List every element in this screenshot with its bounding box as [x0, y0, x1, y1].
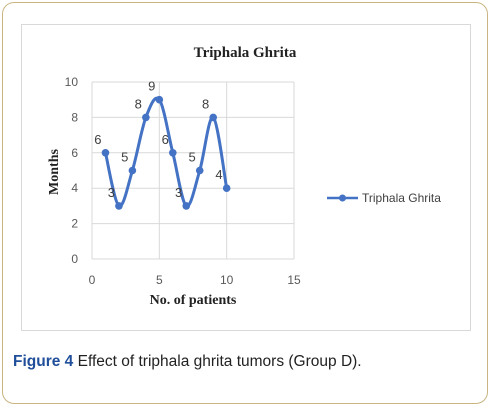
data-label: 6 [94, 132, 101, 147]
data-point [142, 113, 150, 122]
chart-title: Triphala Ghrita [194, 45, 297, 61]
y-tick-label: 0 [71, 252, 78, 266]
data-point [169, 149, 177, 157]
data-point [115, 202, 123, 210]
axis-ticks: 0 2 4 6 8 10 0 5 10 15 [65, 75, 301, 287]
data-label: 6 [162, 132, 169, 147]
gridlines [91, 81, 295, 260]
x-tick-label: 15 [287, 273, 301, 287]
data-point [209, 113, 217, 122]
data-point [182, 202, 191, 210]
data-point [222, 184, 231, 192]
y-axis-label: Months [47, 149, 62, 195]
y-tick-label: 10 [65, 75, 79, 89]
y-tick-label: 4 [71, 181, 78, 195]
figure-caption: Figure 4 Effect of triphala ghrita tumor… [13, 353, 362, 371]
x-tick-label: 10 [220, 273, 234, 287]
data-point [195, 166, 204, 175]
caption-text: Effect of triphala ghrita tumors (Group … [77, 353, 362, 370]
legend: Triphala Ghrita [327, 191, 441, 205]
data-label: 3 [175, 185, 182, 200]
legend-label: Triphala Ghrita [362, 191, 441, 205]
series-line [104, 96, 229, 208]
data-point [101, 149, 110, 157]
x-axis-label: No. of patients [150, 293, 237, 308]
y-tick-label: 6 [71, 146, 78, 160]
data-label: 3 [108, 185, 115, 200]
data-label: 5 [188, 150, 195, 165]
legend-marker [339, 194, 346, 202]
series-group [101, 95, 231, 210]
data-label: 9 [148, 79, 155, 94]
data-point [128, 166, 137, 175]
x-tick-label: 0 [89, 273, 96, 287]
data-label: 8 [202, 96, 209, 111]
data-label: 5 [121, 150, 128, 165]
data-label: 4 [215, 167, 222, 182]
x-tick-label: 5 [156, 273, 163, 287]
data-label: 8 [135, 96, 142, 111]
y-tick-label: 2 [71, 217, 78, 231]
y-tick-label: 8 [71, 110, 78, 124]
chart-area [21, 24, 471, 331]
data-point [155, 95, 164, 104]
caption-label: Figure 4 [13, 353, 74, 370]
